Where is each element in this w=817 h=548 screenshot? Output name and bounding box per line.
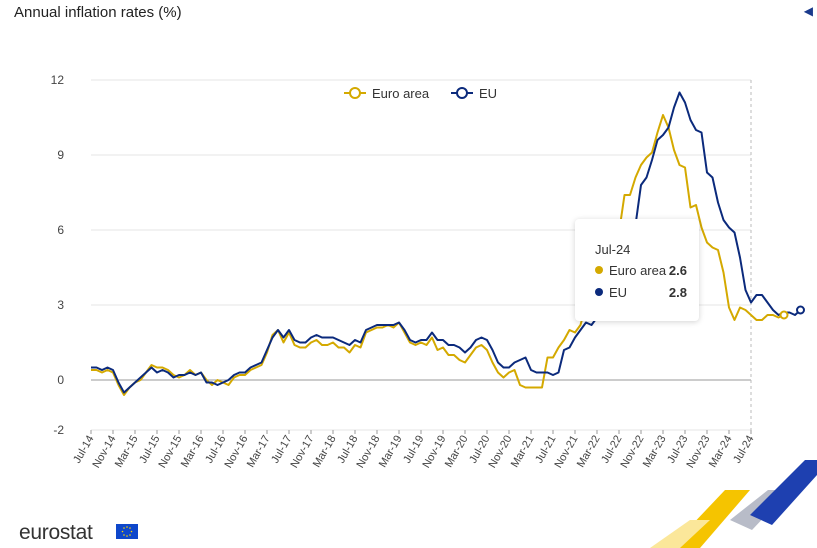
chart-title: Annual inflation rates (%) — [14, 4, 182, 21]
tooltip-row-value: 2.6 — [668, 263, 687, 278]
y-axis-ticks: -2 0 3 6 9 12 — [51, 73, 65, 437]
series-line-eu — [91, 91, 802, 394]
tooltip-row-label: EU — [609, 285, 628, 300]
y-tick-label: 0 — [57, 373, 64, 387]
chart-legend[interactable]: Euro area EU — [344, 86, 497, 101]
eu-flag-icon — [116, 524, 138, 539]
series-point-euro-area — [779, 310, 789, 320]
legend-marker — [349, 87, 361, 99]
eu-dot-icon — [595, 288, 603, 296]
tooltip-row-euro-area: Euro area 2.6 — [595, 263, 687, 278]
tooltip-row-value: 2.8 — [668, 285, 687, 300]
eurostat-logo: eurostat — [19, 521, 93, 544]
chevron-left-icon[interactable]: ◀ — [803, 4, 813, 18]
y-tick-label: 12 — [51, 73, 65, 87]
y-tick-label: 9 — [57, 148, 64, 162]
y-tick-label: -2 — [53, 423, 64, 437]
tooltip-row-eu: EU 2.8 — [595, 285, 687, 300]
euro-area-dot-icon — [595, 266, 603, 274]
y-tick-label: 3 — [57, 298, 64, 312]
legend-marker — [456, 87, 468, 99]
y-tick-label: 6 — [57, 223, 64, 237]
series-point-eu — [796, 305, 805, 315]
chart-tooltip: Jul-24 Euro area 2.6 EU 2.8 — [575, 219, 699, 321]
tooltip-period: Jul-24 — [595, 242, 631, 257]
tooltip-row-label: Euro area — [609, 263, 667, 278]
legend-label: Euro area — [372, 86, 430, 101]
series-lines — [91, 91, 805, 396]
legend-label: EU — [479, 86, 497, 101]
decorative-swoosh — [650, 460, 817, 548]
